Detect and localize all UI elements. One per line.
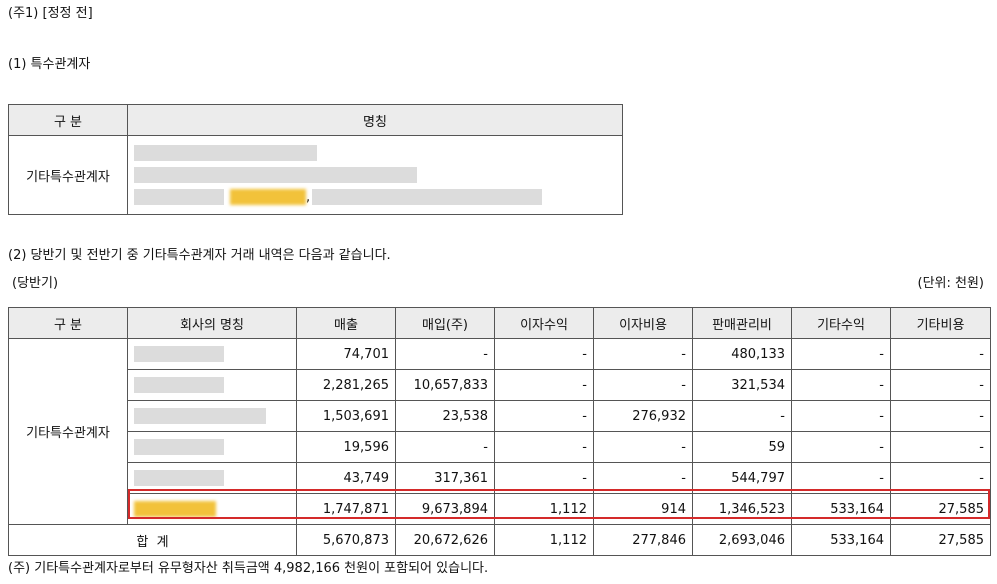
header-interest-expense: 이자비용	[593, 307, 693, 339]
value-cell: -	[494, 431, 594, 463]
total-cell: 20,672,626	[395, 524, 495, 556]
header-sga: 판매관리비	[692, 307, 792, 339]
note-title: (주1) [정정 전]	[8, 6, 93, 21]
redacted-name	[134, 346, 224, 362]
category-cell: 기타특수관계자	[8, 338, 128, 525]
header-sales: 매출	[296, 307, 396, 339]
value-cell: 914	[593, 493, 693, 525]
value-cell: 1,112	[494, 493, 594, 525]
value-cell: 9,673,894	[395, 493, 495, 525]
value-cell: -	[593, 369, 693, 401]
value-cell: -	[890, 338, 991, 370]
unit-label: (단위: 천원)	[917, 276, 985, 291]
footnote: (주) 기타특수관계자로부터 유무형자산 취득금액 4,982,166 천원이 …	[8, 561, 489, 576]
category-cell: 기타특수관계자	[8, 135, 128, 215]
company-cell	[127, 400, 297, 432]
company-cell	[127, 493, 297, 525]
header-company: 회사의 명칭	[127, 307, 297, 339]
value-cell: -	[395, 338, 495, 370]
redacted-name	[134, 189, 224, 205]
value-cell: -	[791, 338, 891, 370]
value-cell: -	[890, 400, 991, 432]
value-cell: 2,281,265	[296, 369, 396, 401]
value-cell: -	[494, 338, 594, 370]
value-cell: 276,932	[593, 400, 693, 432]
redacted-name	[134, 408, 266, 424]
value-cell: -	[890, 369, 991, 401]
company-cell	[127, 369, 297, 401]
company-cell	[127, 462, 297, 494]
name-separator: ,	[306, 189, 311, 205]
highlighted-name	[134, 501, 216, 517]
value-cell: -	[791, 400, 891, 432]
table-row: 43,749 317,361 - - 544,797 - -	[9, 462, 991, 494]
total-cell: 2,693,046	[692, 524, 792, 556]
value-cell: -	[692, 400, 792, 432]
total-cell: 5,670,873	[296, 524, 396, 556]
value-cell: -	[890, 462, 991, 494]
redacted-name	[134, 377, 224, 393]
table-row: 기타특수관계자 74,701 - - - 480,133 - -	[8, 338, 991, 525]
value-cell: 43,749	[296, 462, 396, 494]
value-cell: 23,538	[395, 400, 495, 432]
table-row-highlighted: 1,747,871 9,673,894 1,112 914 1,346,523 …	[9, 493, 991, 525]
transaction-table: 구 분 회사의 명칭 매출 매입(주) 이자수익 이자비용 판매관리비 기타수익…	[8, 307, 991, 556]
value-cell: -	[593, 462, 693, 494]
redacted-name	[134, 470, 224, 486]
value-cell: 317,361	[395, 462, 495, 494]
redacted-name	[134, 145, 317, 161]
table-row: 2,281,265 10,657,833 - - 321,534 - -	[9, 369, 991, 401]
total-label: 합 계	[8, 524, 297, 556]
value-cell: 321,534	[692, 369, 792, 401]
header-other-expense: 기타비용	[890, 307, 991, 339]
value-cell: 544,797	[692, 462, 792, 494]
header-name: 명칭	[127, 104, 623, 136]
value-cell: -	[494, 462, 594, 494]
value-cell: -	[890, 431, 991, 463]
value-cell: 10,657,833	[395, 369, 495, 401]
section2-title: (2) 당반기 및 전반기 중 기타특수관계자 거래 내역은 다음과 같습니다.	[8, 248, 391, 263]
value-cell: 19,596	[296, 431, 396, 463]
value-cell: 74,701	[296, 338, 396, 370]
header-category: 구 분	[8, 307, 128, 339]
table-row: 19,596 - - - 59 - -	[9, 431, 991, 463]
value-cell: -	[791, 369, 891, 401]
value-cell: -	[791, 462, 891, 494]
header-purchase: 매입(주)	[395, 307, 495, 339]
value-cell: 1,503,691	[296, 400, 396, 432]
header-interest-income: 이자수익	[494, 307, 594, 339]
value-cell: 533,164	[791, 493, 891, 525]
value-cell: 27,585	[890, 493, 991, 525]
header-other-income: 기타수익	[791, 307, 891, 339]
redacted-name	[134, 167, 417, 183]
company-cell	[127, 431, 297, 463]
redacted-name	[134, 439, 224, 455]
value-cell: -	[494, 369, 594, 401]
total-cell: 27,585	[890, 524, 991, 556]
value-cell: 59	[692, 431, 792, 463]
total-cell: 1,112	[494, 524, 594, 556]
value-cell: 480,133	[692, 338, 792, 370]
total-cell: 533,164	[791, 524, 891, 556]
names-cell: ,	[127, 135, 623, 215]
table-row: 1,503,691 23,538 - 276,932 - - -	[9, 400, 991, 432]
value-cell: -	[791, 431, 891, 463]
value-cell: -	[494, 400, 594, 432]
highlighted-name	[230, 189, 306, 205]
period-label: (당반기)	[12, 276, 59, 291]
header-category: 구 분	[8, 104, 128, 136]
redacted-name	[312, 189, 543, 205]
section1-title: (1) 특수관계자	[8, 57, 91, 72]
value-cell: 1,747,871	[296, 493, 396, 525]
total-cell: 277,846	[593, 524, 693, 556]
value-cell: 1,346,523	[692, 493, 792, 525]
value-cell: -	[593, 431, 693, 463]
total-row: 합 계 5,670,873 20,672,626 1,112 277,846 2…	[8, 524, 991, 556]
related-party-table: 구 분 명칭 기타특수관계자 ,	[8, 104, 623, 215]
value-cell: -	[593, 338, 693, 370]
value-cell: -	[395, 431, 495, 463]
company-cell	[127, 338, 297, 370]
